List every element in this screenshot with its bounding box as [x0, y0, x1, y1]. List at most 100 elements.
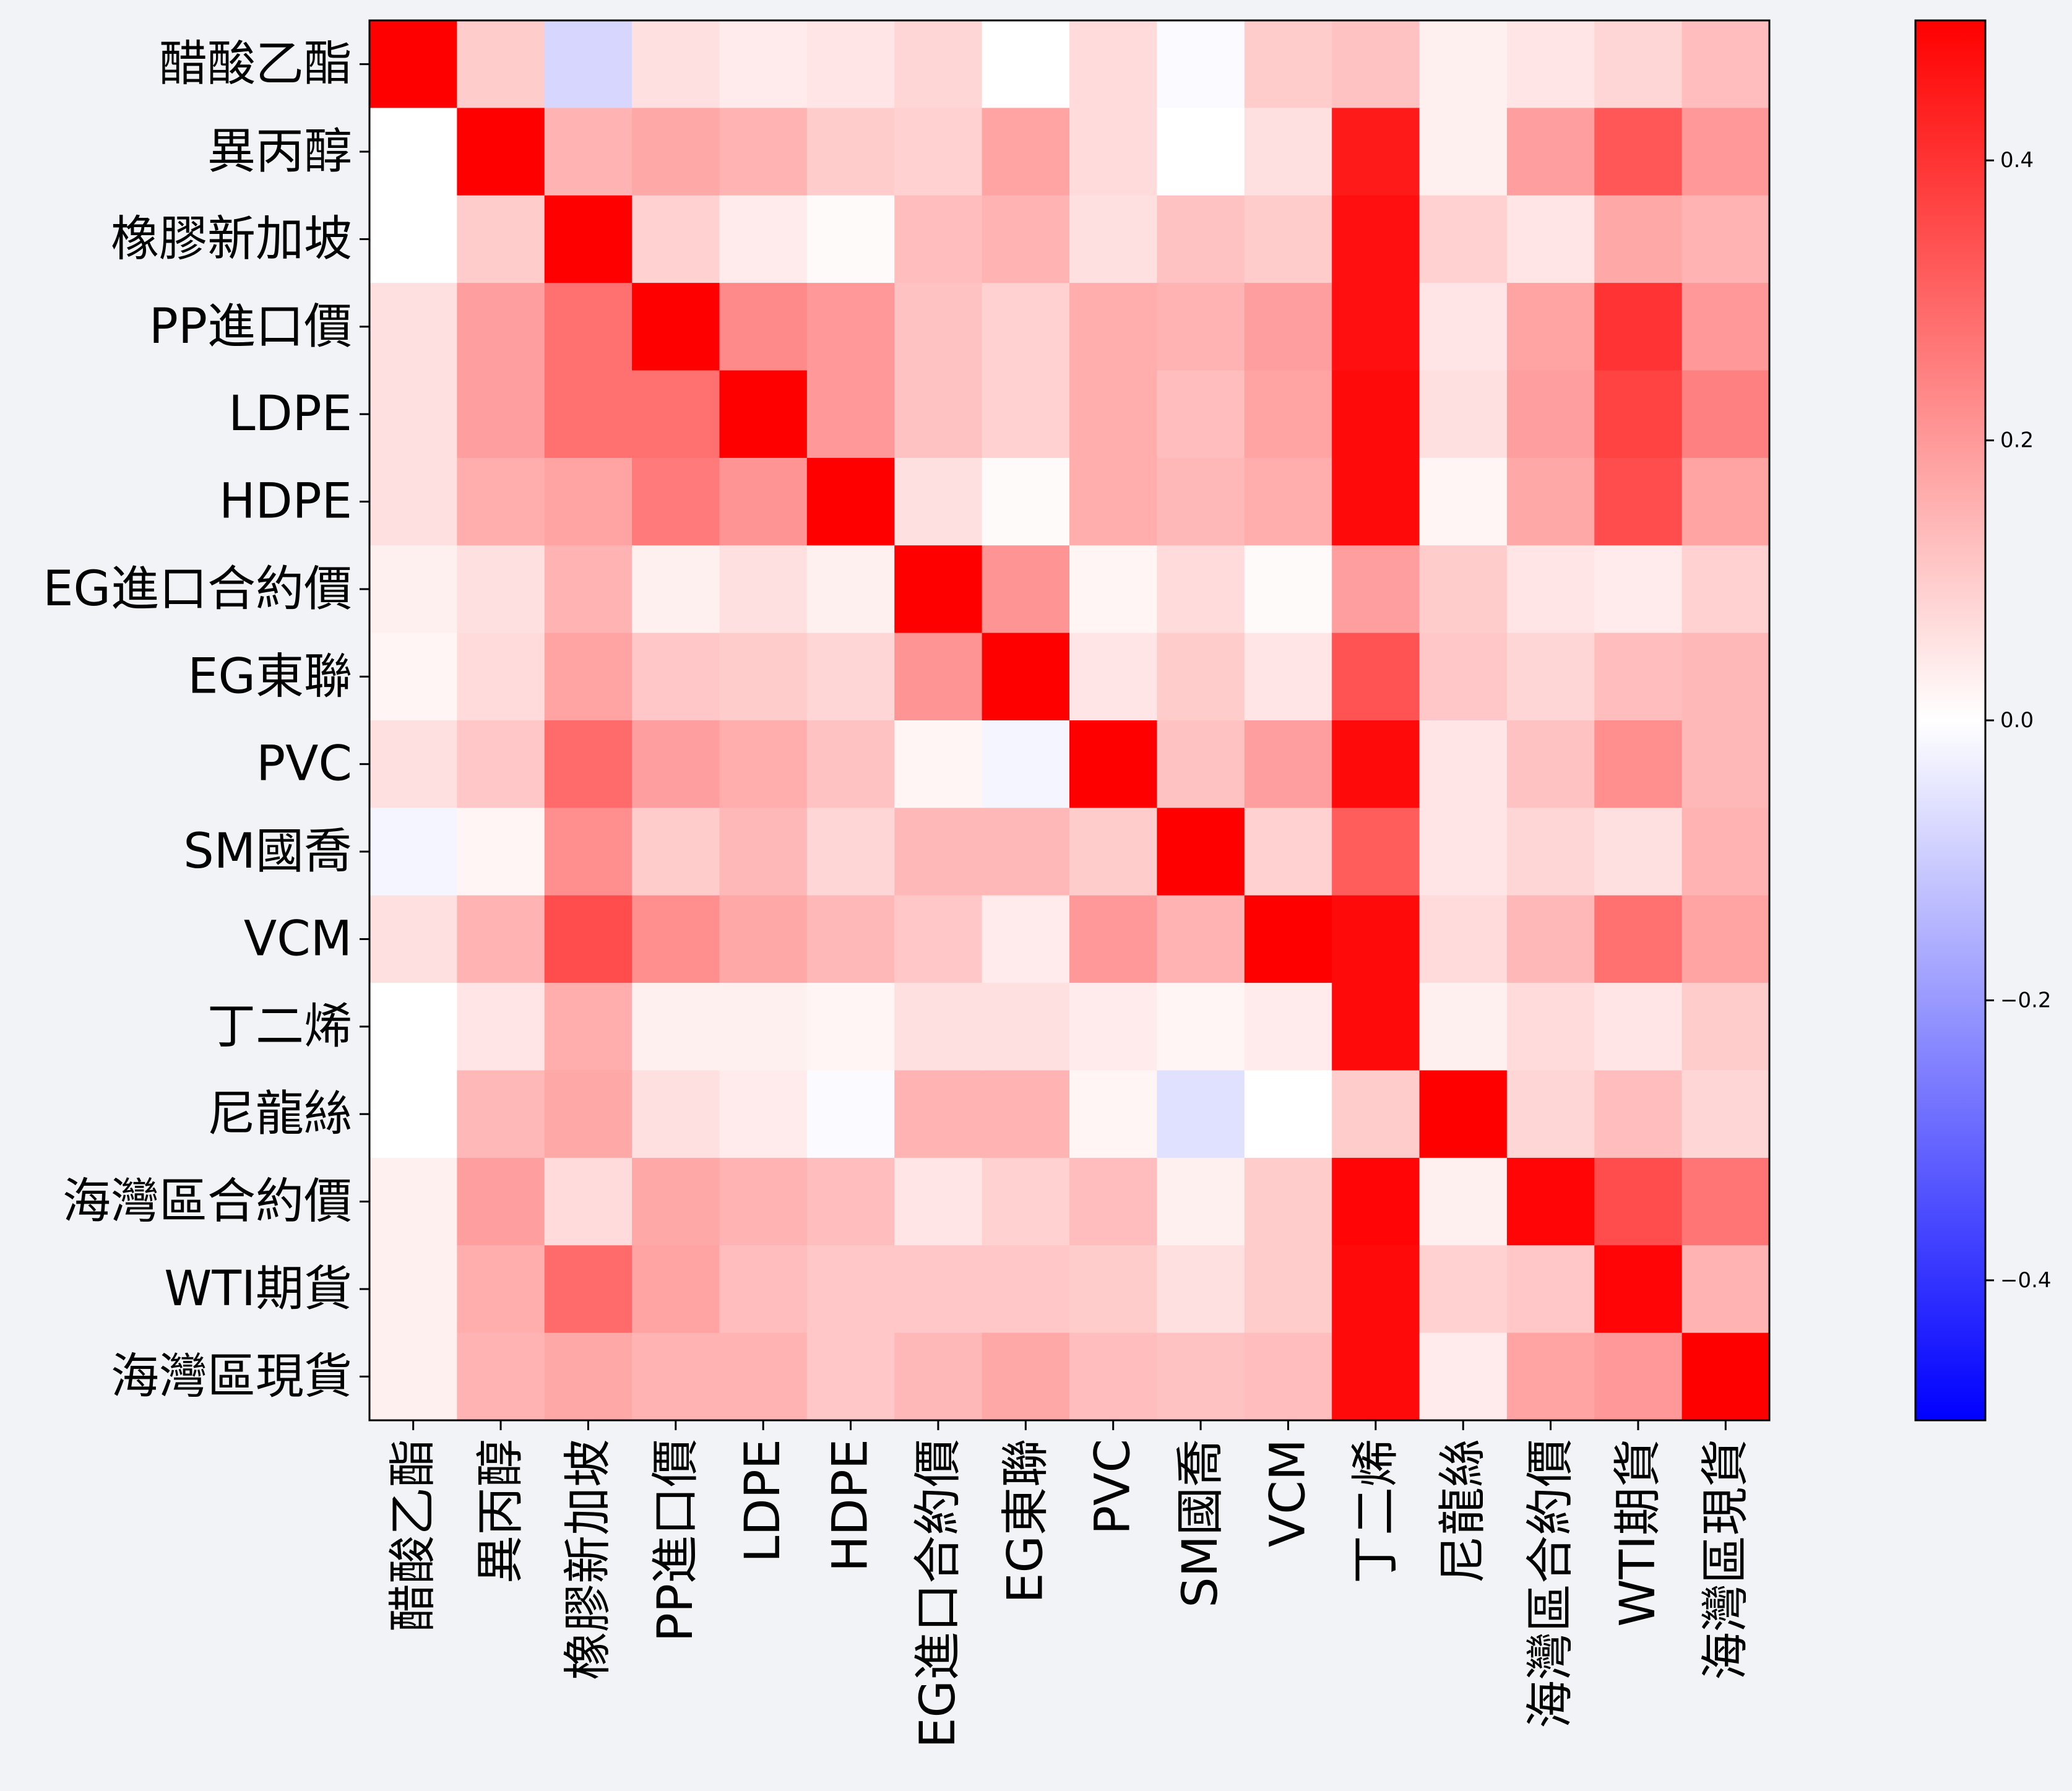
heatmap-cell: [1506, 195, 1595, 283]
heatmap-cell: [1419, 808, 1508, 896]
heatmap-cell: [1594, 1332, 1683, 1421]
heatmap-cell: [1332, 808, 1420, 896]
heatmap-cell: [457, 632, 545, 721]
heatmap-cell: [632, 370, 720, 459]
y-tick-label: SM國喬: [183, 824, 352, 879]
heatmap-cell: [1244, 20, 1332, 108]
x-tick-label: 尼龍絲: [1435, 1439, 1491, 1584]
heatmap-cell: [1244, 108, 1332, 196]
heatmap-cell: [1157, 20, 1245, 108]
heatmap-cell: [632, 457, 720, 546]
heatmap-cell: [1157, 457, 1245, 546]
heatmap-cell: [1244, 457, 1332, 546]
heatmap-cell: [1419, 457, 1508, 546]
heatmap-cell: [544, 1157, 632, 1246]
heatmap-cell: [719, 1245, 808, 1334]
heatmap-cell: [1594, 1245, 1683, 1334]
heatmap-cell: [806, 1245, 895, 1334]
heatmap-cell: [719, 1070, 808, 1159]
heatmap-cell: [1681, 1157, 1770, 1246]
heatmap-cell: [1419, 195, 1508, 283]
heatmap-cell: [1069, 632, 1157, 721]
heatmap-cell: [1244, 895, 1332, 983]
heatmap-cell: [1332, 1157, 1420, 1246]
heatmap-cell: [982, 720, 1070, 808]
heatmap-cell: [982, 545, 1070, 634]
heatmap-cell: [457, 283, 545, 371]
y-tick-label: 海灣區現貨: [111, 1349, 352, 1404]
heatmap-cell: [1332, 983, 1420, 1071]
heatmap-cell: [1332, 108, 1420, 196]
heatmap-cell: [894, 632, 983, 721]
heatmap-cell: [1332, 1245, 1420, 1334]
heatmap-cell: [1069, 1245, 1157, 1334]
heatmap-cell: [457, 1070, 545, 1159]
heatmap-cell: [982, 1332, 1070, 1421]
heatmap-cell: [1594, 632, 1683, 721]
heatmap-cell: [1157, 632, 1245, 721]
heatmap-cell: [1506, 1245, 1595, 1334]
heatmap-cell: [1594, 20, 1683, 108]
heatmap-cell: [1594, 1070, 1683, 1159]
heatmap-cell: [369, 283, 457, 371]
heatmap-cell: [1069, 895, 1157, 983]
y-tick-label: LDPE: [228, 386, 352, 442]
heatmap-cell: [1244, 1245, 1332, 1334]
colorbar-tick-label: −0.2: [2000, 988, 2052, 1012]
heatmap-cell: [806, 283, 895, 371]
heatmap-cell: [544, 983, 632, 1071]
heatmap-cell: [1681, 1245, 1770, 1334]
x-tick-label: EG東聯: [998, 1439, 1053, 1603]
colorbar-tick-label: 0.4: [2000, 148, 2034, 173]
heatmap-cell: [457, 195, 545, 283]
colorbar-tick-label: 0.0: [2000, 708, 2034, 733]
heatmap-cell: [1157, 983, 1245, 1071]
heatmap-cell: [894, 1332, 983, 1421]
heatmap-cell: [369, 895, 457, 983]
heatmap-cell: [457, 983, 545, 1071]
heatmap-cell: [1244, 632, 1332, 721]
heatmap-cell: [1681, 545, 1770, 634]
heatmap-cell: [1244, 283, 1332, 371]
heatmap-frame: [368, 19, 1771, 1422]
heatmap-cell: [1506, 808, 1595, 896]
heatmap-cell: [719, 545, 808, 634]
heatmap-cell: [1506, 283, 1595, 371]
heatmap-cell: [719, 283, 808, 371]
heatmap-cell: [1069, 1070, 1157, 1159]
heatmap-cell: [1157, 1332, 1245, 1421]
colorbar-ticks: −0.4 −0.2 0.0 0.2 0.4: [1985, 148, 2052, 1293]
heatmap-cell: [1506, 457, 1595, 546]
x-tick-label: LDPE: [735, 1439, 791, 1563]
heatmap-cell: [982, 108, 1070, 196]
heatmap-cell: [1332, 895, 1420, 983]
heatmap-cell: [1419, 1157, 1508, 1246]
heatmap-cell: [1157, 720, 1245, 808]
heatmap-cell: [1419, 895, 1508, 983]
heatmap-cell: [1069, 720, 1157, 808]
heatmap-cell: [1332, 545, 1420, 634]
heatmap-cell: [1244, 545, 1332, 634]
heatmap-cell: [369, 632, 457, 721]
x-tick-label: 海灣區現貨: [1698, 1439, 1753, 1680]
heatmap-cell: [1419, 983, 1508, 1071]
heatmap-cell: [806, 545, 895, 634]
heatmap-cell: [1244, 808, 1332, 896]
heatmap-cell: [1069, 983, 1157, 1071]
heatmap-cell: [1244, 1070, 1332, 1159]
heatmap-cell: [1594, 283, 1683, 371]
heatmap-cell: [1069, 195, 1157, 283]
heatmap-cell: [1157, 1245, 1245, 1334]
heatmap-cell: [1681, 457, 1770, 546]
heatmap-cell: [1506, 20, 1595, 108]
heatmap-cell: [1419, 1245, 1508, 1334]
heatmap-cell: [1069, 457, 1157, 546]
heatmap-cell: [1069, 808, 1157, 896]
heatmap-cell: [369, 1332, 457, 1421]
heatmap-cell: [369, 808, 457, 896]
heatmap-cell: [806, 720, 895, 808]
heatmap-cell: [1594, 720, 1683, 808]
x-tick-label: SM國喬: [1173, 1439, 1228, 1608]
heatmap-cell: [457, 1332, 545, 1421]
